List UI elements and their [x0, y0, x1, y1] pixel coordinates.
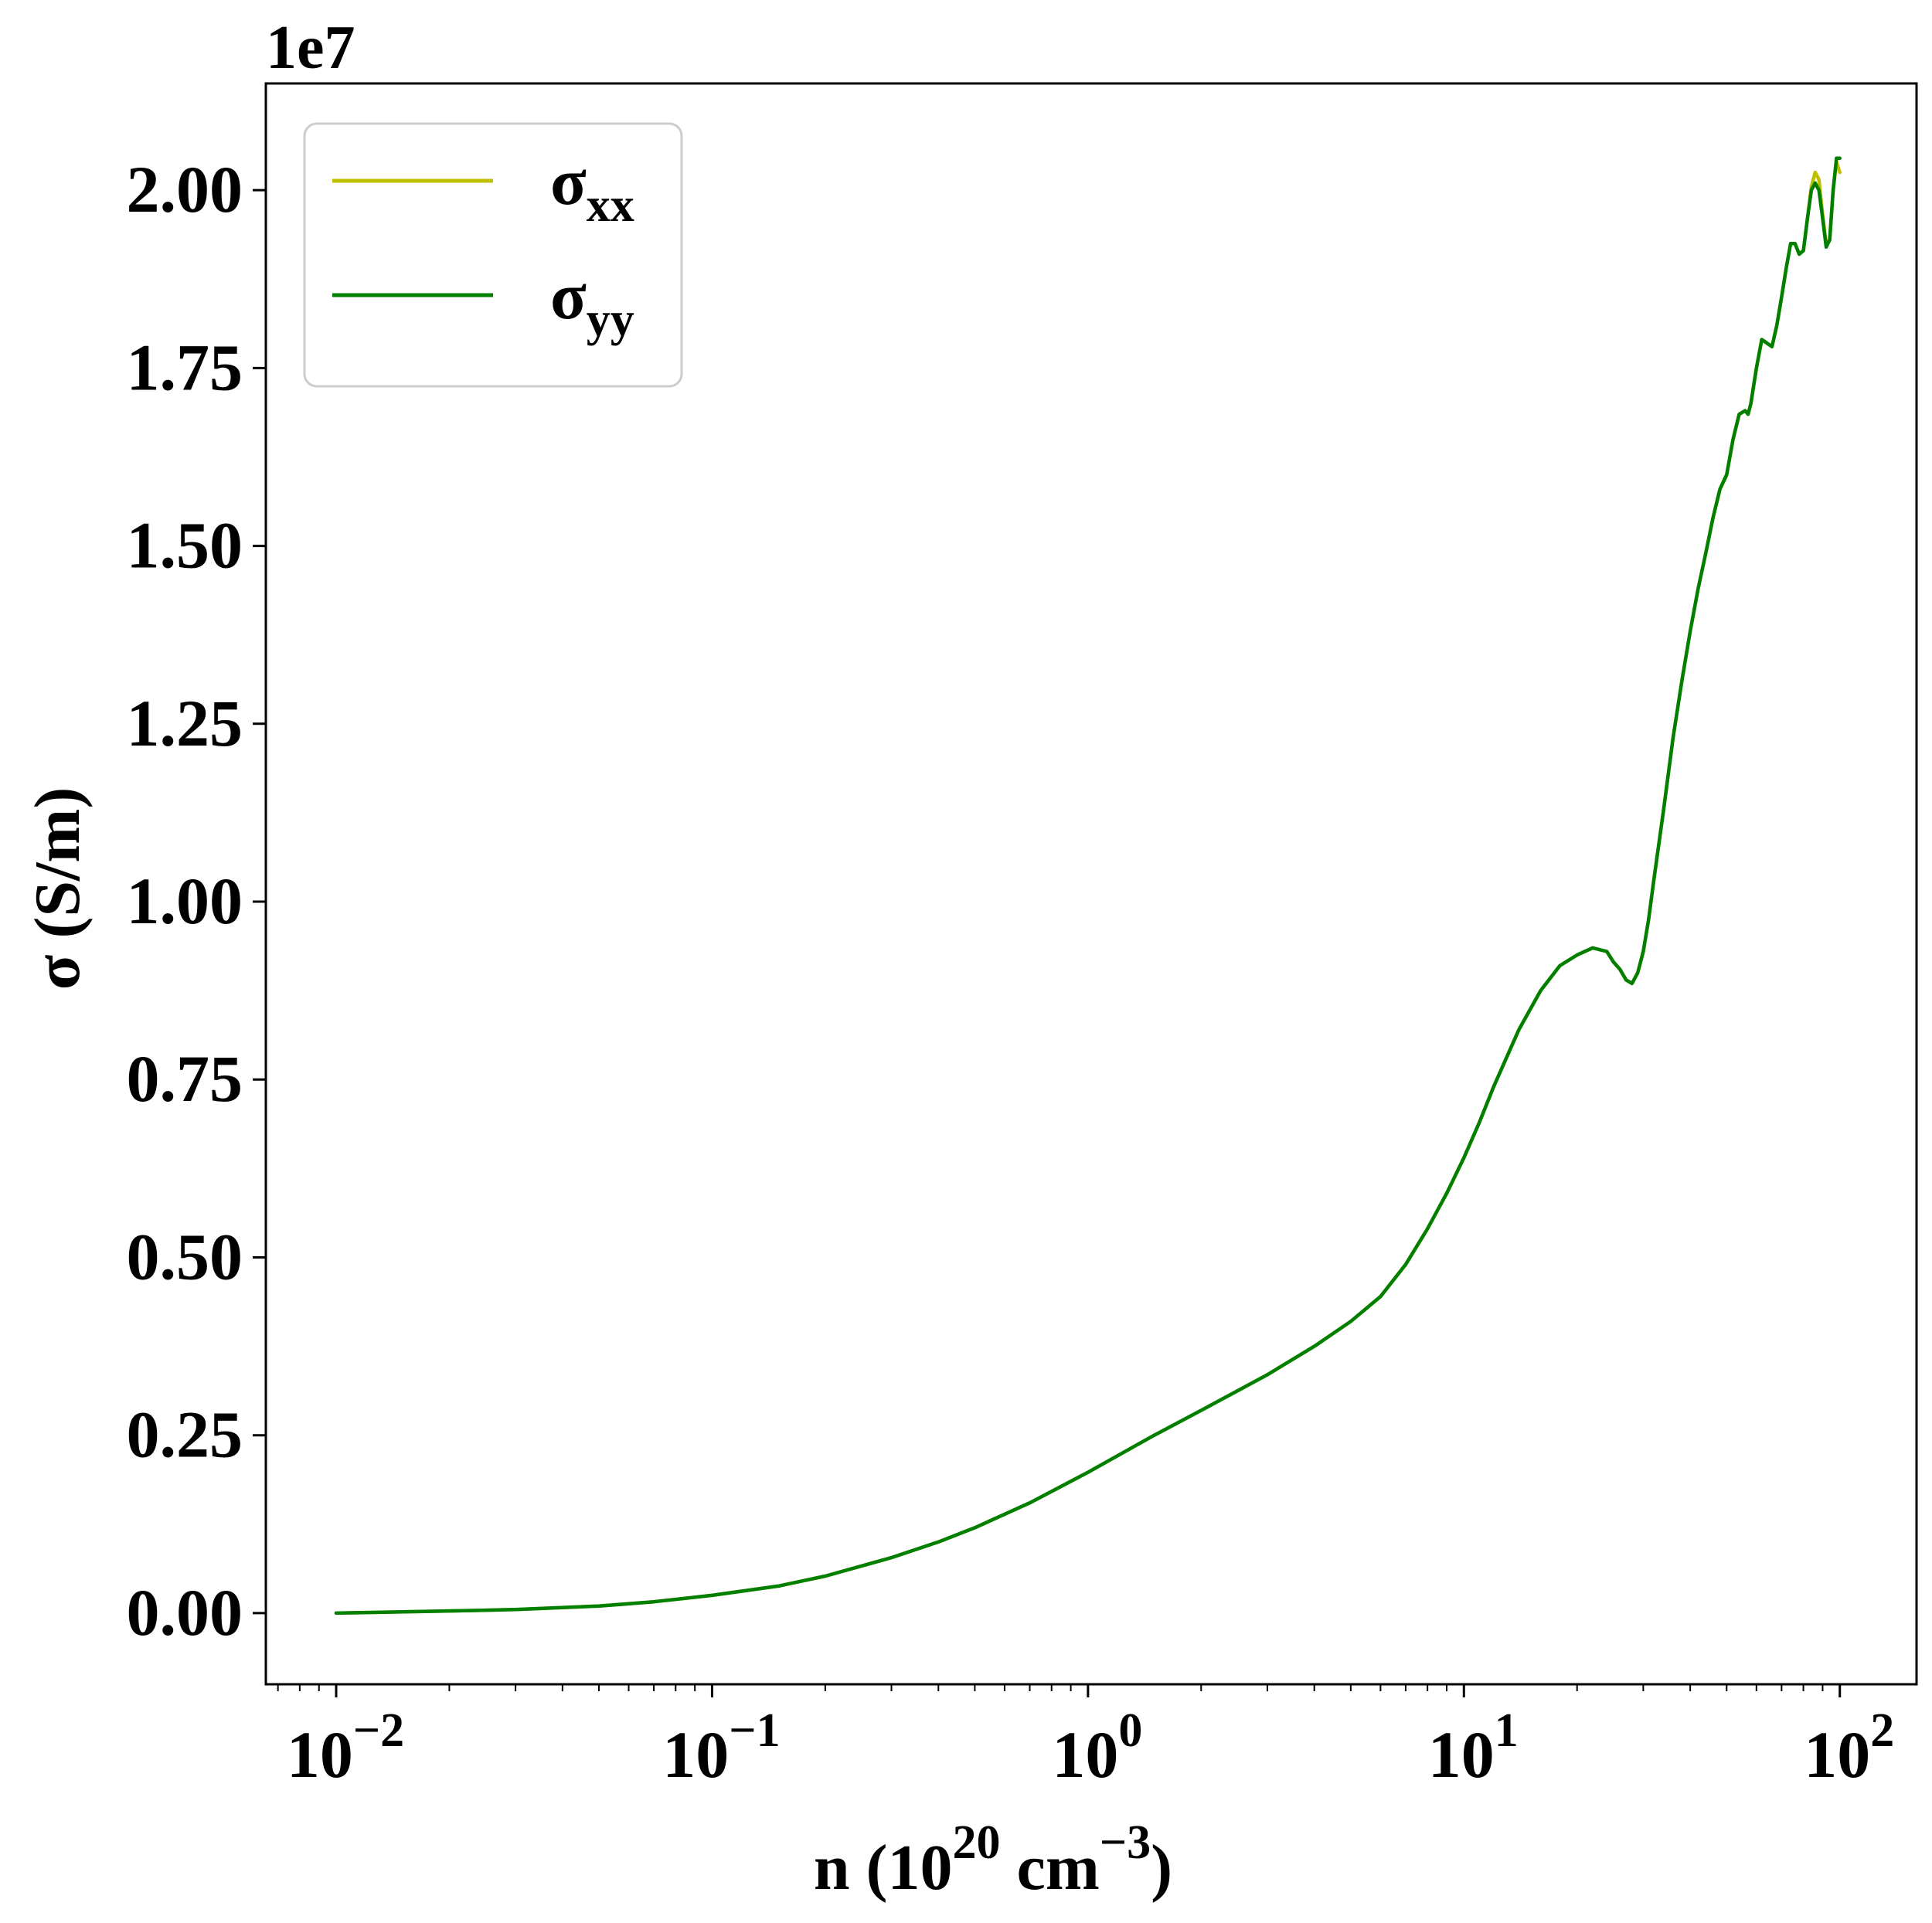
x-tick-label: 10−1: [662, 1704, 780, 1792]
series-layer: [334, 156, 1842, 1616]
plot-area: [264, 82, 1918, 1686]
x-tick-label: 101: [1428, 1704, 1519, 1792]
legend-label-symbol: σ: [550, 144, 587, 219]
y-tick-label: 0.75: [127, 1041, 243, 1116]
y-offset-label: 1e7: [266, 14, 355, 82]
y-tick-label: 0.00: [127, 1575, 243, 1649]
y-axis: 0.00 0.25 0.50 0.75 1.00 1.25 1.50 1.75 2.00: [127, 152, 266, 1649]
x-tick-label: 10−2: [287, 1704, 404, 1792]
x-tick-exponent: 0: [1118, 1704, 1142, 1757]
series-line-yy: [334, 156, 1842, 1616]
legend-label-yy: σyy: [550, 259, 634, 346]
x-tick-exponent: 2: [1870, 1704, 1894, 1757]
x-tick-exponent: −1: [729, 1704, 780, 1757]
x-label-base: n (10: [814, 1832, 953, 1904]
x-tick-base: 10: [1052, 1717, 1118, 1792]
legend-label-xx: σxx: [550, 144, 634, 232]
x-tick-label: 100: [1052, 1704, 1142, 1792]
x-label-mid: cm: [1001, 1832, 1100, 1904]
plot-frame: [264, 82, 1918, 1686]
x-axis-label: n (1020 cm−3): [814, 1816, 1172, 1904]
x-tick-base: 10: [1428, 1717, 1495, 1792]
y-tick-label: 1.50: [127, 508, 243, 583]
y-tick-label: 0.50: [127, 1219, 243, 1293]
x-axis: 10−2 10−1 100 101 102: [277, 1684, 1894, 1792]
y-tick-label: 1.75: [127, 330, 243, 404]
x-tick-base: 10: [287, 1717, 353, 1792]
x-label-exp-1: 20: [953, 1816, 1001, 1869]
y-axis-label: σ (S/m): [22, 787, 94, 990]
legend-label-symbol: σ: [550, 259, 587, 333]
y-tick-label: 1.25: [127, 686, 243, 760]
y-tick-label: 1.00: [127, 864, 243, 938]
x-label-exp-2: −3: [1100, 1816, 1151, 1869]
x-tick-base: 10: [1804, 1717, 1870, 1792]
x-tick-label: 102: [1804, 1704, 1894, 1792]
legend-box: [303, 122, 683, 388]
y-tick-label: 2.00: [127, 152, 243, 226]
x-tick-base: 10: [662, 1717, 729, 1792]
y-tick-label: 0.25: [127, 1398, 243, 1472]
x-label-end: ): [1151, 1832, 1172, 1904]
x-tick-exponent: 1: [1495, 1704, 1519, 1757]
x-tick-exponent: −2: [353, 1704, 404, 1757]
legend-label-subscript: yy: [587, 294, 634, 346]
legend-label-subscript: xx: [587, 179, 634, 232]
